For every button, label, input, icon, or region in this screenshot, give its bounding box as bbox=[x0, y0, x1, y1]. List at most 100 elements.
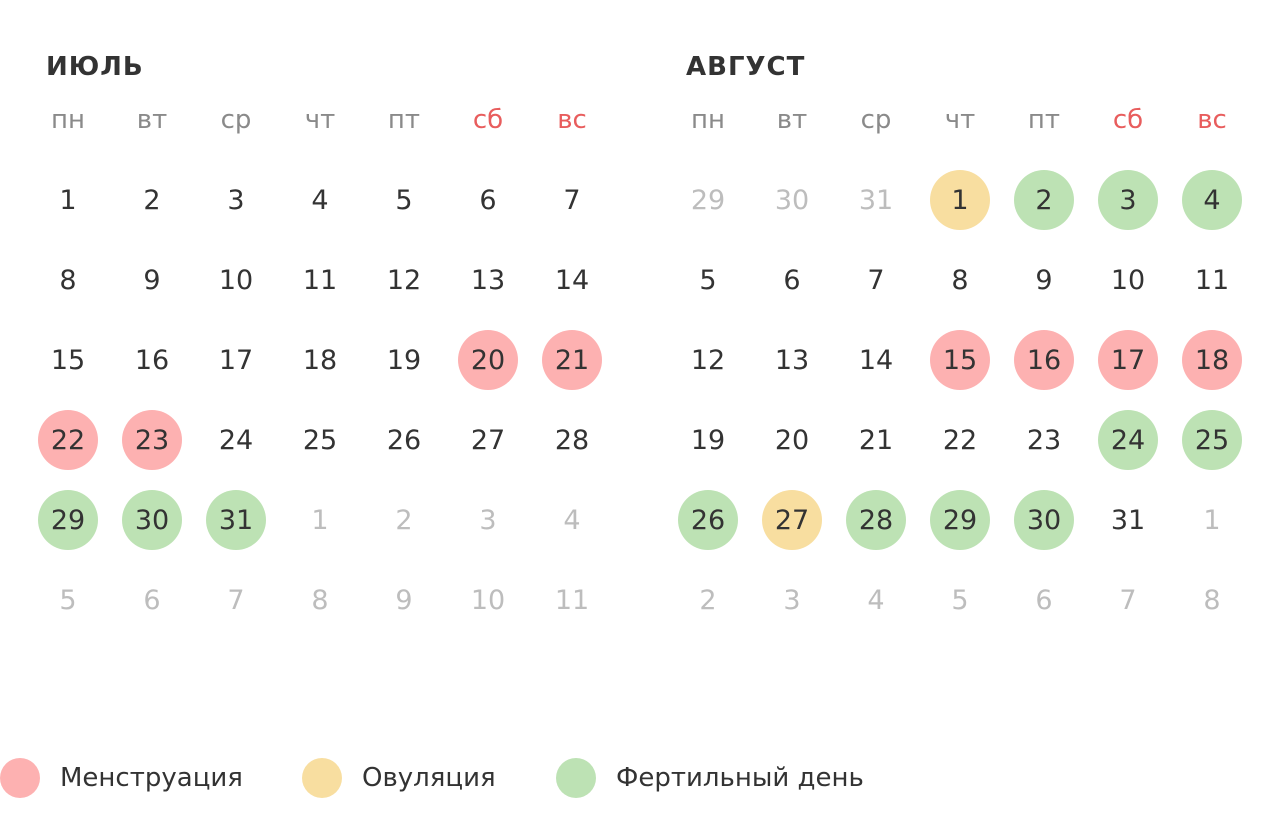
day-cell: 9 bbox=[110, 240, 194, 320]
day-other-month[interactable]: 4 bbox=[867, 584, 885, 616]
day-cell: 9 bbox=[1002, 240, 1086, 320]
day[interactable]: 6 bbox=[479, 184, 497, 216]
day-other-month[interactable]: 5 bbox=[59, 584, 77, 616]
day-menstruation[interactable]: 17 bbox=[1098, 330, 1158, 390]
day[interactable]: 3 bbox=[227, 184, 245, 216]
day-fertile[interactable]: 24 bbox=[1098, 410, 1158, 470]
day-other-month[interactable]: 8 bbox=[1203, 584, 1221, 616]
day-fertile[interactable]: 30 bbox=[1014, 490, 1074, 550]
day-cell: 5 bbox=[918, 560, 1002, 640]
day-other-month[interactable]: 5 bbox=[951, 584, 969, 616]
day[interactable]: 22 bbox=[942, 424, 978, 456]
day-other-month[interactable]: 3 bbox=[783, 584, 801, 616]
weekday-label: вс bbox=[1197, 105, 1227, 135]
day-menstruation[interactable]: 16 bbox=[1014, 330, 1074, 390]
day[interactable]: 21 bbox=[858, 424, 894, 456]
day[interactable]: 7 bbox=[867, 264, 885, 296]
day[interactable]: 19 bbox=[386, 344, 422, 376]
day-other-month[interactable]: 2 bbox=[699, 584, 717, 616]
day-fertile[interactable]: 28 bbox=[846, 490, 906, 550]
day[interactable]: 7 bbox=[563, 184, 581, 216]
weekday-label: чт bbox=[304, 105, 336, 135]
day[interactable]: 5 bbox=[699, 264, 717, 296]
day-other-month[interactable]: 30 bbox=[774, 184, 810, 216]
day-fertile[interactable]: 2 bbox=[1014, 170, 1074, 230]
day-other-month[interactable]: 2 bbox=[395, 504, 413, 536]
day[interactable]: 4 bbox=[311, 184, 329, 216]
day-other-month[interactable]: 7 bbox=[227, 584, 245, 616]
day-cell: 4 bbox=[278, 160, 362, 240]
day[interactable]: 14 bbox=[858, 344, 894, 376]
day[interactable]: 16 bbox=[134, 344, 170, 376]
day-menstruation[interactable]: 23 bbox=[122, 410, 182, 470]
day-fertile[interactable]: 26 bbox=[678, 490, 738, 550]
day[interactable]: 17 bbox=[218, 344, 254, 376]
day[interactable]: 8 bbox=[59, 264, 77, 296]
day-cell: 29 bbox=[918, 480, 1002, 560]
day-menstruation[interactable]: 20 bbox=[458, 330, 518, 390]
day-other-month[interactable]: 9 bbox=[395, 584, 413, 616]
day[interactable]: 27 bbox=[470, 424, 506, 456]
day-fertile[interactable]: 30 bbox=[122, 490, 182, 550]
day[interactable]: 1 bbox=[59, 184, 77, 216]
day[interactable]: 14 bbox=[554, 264, 590, 296]
day-other-month[interactable]: 4 bbox=[563, 504, 581, 536]
day-fertile[interactable]: 4 bbox=[1182, 170, 1242, 230]
day[interactable]: 6 bbox=[783, 264, 801, 296]
day-other-month[interactable]: 31 bbox=[858, 184, 894, 216]
day-cell: 9 bbox=[362, 560, 446, 640]
day-cell: 20 bbox=[750, 400, 834, 480]
day-menstruation[interactable]: 18 bbox=[1182, 330, 1242, 390]
day-other-month[interactable]: 10 bbox=[470, 584, 506, 616]
day[interactable]: 23 bbox=[1026, 424, 1062, 456]
day[interactable]: 11 bbox=[1194, 264, 1230, 296]
day-other-month[interactable]: 1 bbox=[311, 504, 329, 536]
day[interactable]: 19 bbox=[690, 424, 726, 456]
day-fertile[interactable]: 29 bbox=[38, 490, 98, 550]
day-fertile[interactable]: 25 bbox=[1182, 410, 1242, 470]
day-menstruation[interactable]: 21 bbox=[542, 330, 602, 390]
day-menstruation[interactable]: 22 bbox=[38, 410, 98, 470]
day-other-month[interactable]: 6 bbox=[1035, 584, 1053, 616]
day[interactable]: 25 bbox=[302, 424, 338, 456]
day[interactable]: 13 bbox=[470, 264, 506, 296]
day[interactable]: 10 bbox=[1110, 264, 1146, 296]
day[interactable]: 18 bbox=[302, 344, 338, 376]
day-other-month[interactable]: 1 bbox=[1203, 504, 1221, 536]
day[interactable]: 12 bbox=[690, 344, 726, 376]
day-fertile[interactable]: 3 bbox=[1098, 170, 1158, 230]
weekday-label: сб bbox=[472, 105, 504, 135]
day-other-month[interactable]: 6 bbox=[143, 584, 161, 616]
day[interactable]: 8 bbox=[951, 264, 969, 296]
day[interactable]: 15 bbox=[50, 344, 86, 376]
day-cell: 31 bbox=[834, 160, 918, 240]
day-other-month[interactable]: 11 bbox=[554, 584, 590, 616]
day-cell: 4 bbox=[530, 480, 614, 560]
day[interactable]: 12 bbox=[386, 264, 422, 296]
day[interactable]: 28 bbox=[554, 424, 590, 456]
day-other-month[interactable]: 8 bbox=[311, 584, 329, 616]
day[interactable]: 10 bbox=[218, 264, 254, 296]
day-menstruation[interactable]: 15 bbox=[930, 330, 990, 390]
weekday-label: вс bbox=[557, 105, 587, 135]
day-other-month[interactable]: 7 bbox=[1119, 584, 1137, 616]
day-fertile[interactable]: 31 bbox=[206, 490, 266, 550]
day-cell: 22 bbox=[918, 400, 1002, 480]
day[interactable]: 13 bbox=[774, 344, 810, 376]
day-other-month[interactable]: 29 bbox=[690, 184, 726, 216]
day[interactable]: 11 bbox=[302, 264, 338, 296]
day[interactable]: 20 bbox=[774, 424, 810, 456]
day[interactable]: 5 bbox=[395, 184, 413, 216]
day-other-month[interactable]: 3 bbox=[479, 504, 497, 536]
day[interactable]: 31 bbox=[1110, 504, 1146, 536]
day[interactable]: 2 bbox=[143, 184, 161, 216]
day[interactable]: 24 bbox=[218, 424, 254, 456]
day[interactable]: 9 bbox=[143, 264, 161, 296]
day[interactable]: 9 bbox=[1035, 264, 1053, 296]
day-ovulation[interactable]: 27 bbox=[762, 490, 822, 550]
day-cell: 13 bbox=[750, 320, 834, 400]
day-ovulation[interactable]: 1 bbox=[930, 170, 990, 230]
day-cell: 11 bbox=[278, 240, 362, 320]
day[interactable]: 26 bbox=[386, 424, 422, 456]
day-fertile[interactable]: 29 bbox=[930, 490, 990, 550]
